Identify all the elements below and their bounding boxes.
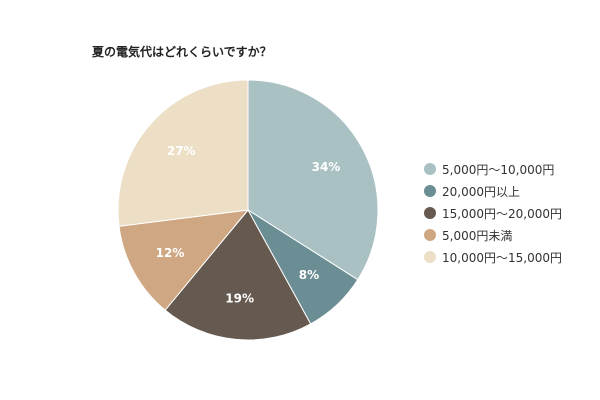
legend-swatch xyxy=(424,251,436,263)
legend-item: 5,000円未満 xyxy=(424,224,562,246)
pie-slice xyxy=(118,209,250,311)
legend-swatch xyxy=(424,163,436,175)
legend-label: 5,000円未満 xyxy=(442,228,513,243)
pie-slice xyxy=(164,209,312,341)
pie-slice xyxy=(117,79,249,227)
legend-swatch xyxy=(424,229,436,241)
legend-item: 15,000円～20,000円 xyxy=(424,202,562,224)
legend-swatch xyxy=(424,207,436,219)
legend-item: 20,000円以上 xyxy=(424,180,562,202)
slice-value-label: 27% xyxy=(167,144,196,158)
legend-item: 5,000円～10,000円 xyxy=(424,158,562,180)
legend-label: 10,000円～15,000円 xyxy=(442,250,562,265)
legend-label: 5,000円～10,000円 xyxy=(442,162,555,177)
pie-slice xyxy=(247,79,379,281)
legend: 5,000円～10,000円 20,000円以上 15,000円～20,000円 5,… xyxy=(424,158,562,268)
slice-value-label: 19% xyxy=(225,292,254,306)
slice-value-label: 8% xyxy=(299,268,319,282)
legend-label: 15,000円～20,000円 xyxy=(442,206,562,221)
legend-item: 10,000円～15,000円 xyxy=(424,246,562,268)
legend-swatch xyxy=(424,185,436,197)
chart-title: 夏の電気代はどれくらいですか？ xyxy=(92,45,272,59)
slice-value-label: 34% xyxy=(312,160,341,174)
slice-value-label: 12% xyxy=(156,246,185,260)
legend-label: 20,000円以上 xyxy=(442,184,520,199)
